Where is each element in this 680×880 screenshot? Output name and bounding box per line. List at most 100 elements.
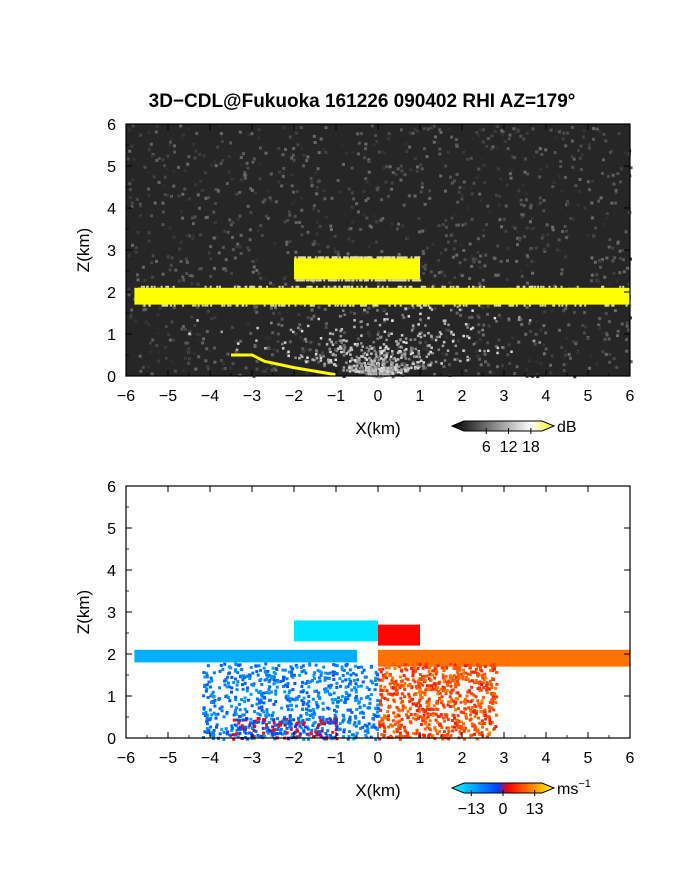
cloud-edge-pixel — [343, 304, 346, 307]
velocity-pixel — [237, 719, 241, 723]
cloud-edge-pixel — [404, 279, 407, 282]
velocity-pixel — [241, 678, 245, 682]
noise-pixel — [502, 217, 506, 221]
cloud-edge-pixel — [355, 256, 358, 259]
velocity-pixel — [376, 710, 380, 714]
velocity-pixel — [257, 699, 261, 703]
fan-pixel — [419, 318, 422, 321]
fan-pixel — [404, 348, 408, 351]
velocity-pixel — [346, 685, 350, 689]
noise-pixel — [621, 248, 625, 252]
noise-pixel — [293, 214, 297, 218]
velocity-pixel — [470, 692, 474, 696]
velocity-pixel — [441, 673, 445, 677]
cloud-edge-pixel — [355, 279, 358, 282]
x-tick-label: −2 — [285, 750, 303, 767]
velocity-pixel — [245, 674, 249, 678]
noise-pixel — [520, 370, 524, 374]
cloud-edge-pixel — [236, 304, 239, 307]
velocity-pixel — [484, 714, 488, 718]
velocity-pixel — [435, 701, 439, 705]
velocity-pixel — [297, 673, 301, 677]
noise-pixel — [234, 349, 238, 353]
velocity-pixel — [416, 679, 420, 683]
cloud-edge-pixel — [360, 304, 363, 307]
velocity-pixel — [267, 680, 271, 684]
noise-pixel — [618, 249, 622, 253]
noise-pixel — [318, 341, 322, 345]
noise-pixel — [397, 345, 401, 349]
fan-pixel — [440, 362, 443, 365]
velocity-pixel — [452, 666, 456, 670]
velocity-pixel — [457, 666, 461, 670]
velocity-pixel — [483, 672, 487, 676]
velocity-pixel — [292, 718, 296, 722]
velocity-pixel — [425, 674, 429, 678]
velocity-pixel — [262, 710, 266, 714]
noise-pixel — [414, 361, 418, 365]
cloud-edge-pixel — [404, 285, 407, 288]
fan-pixel — [383, 362, 386, 365]
cloud-edge-pixel — [310, 304, 313, 307]
velocity-pixel — [236, 671, 240, 675]
noise-pixel — [270, 199, 274, 203]
cloud-edge-pixel — [334, 279, 337, 282]
velocity-pixel — [250, 683, 254, 687]
cloud-edge-pixel — [337, 279, 340, 282]
velocity-pixel — [452, 704, 456, 708]
velocity-pixel — [346, 697, 350, 701]
velocity-pixel — [314, 663, 318, 667]
noise-pixel — [322, 189, 326, 193]
velocity-pixel — [436, 685, 440, 689]
noise-pixel — [574, 184, 578, 188]
noise-pixel — [157, 180, 161, 184]
velocity-pixel — [354, 724, 358, 728]
cloud-edge-pixel — [622, 285, 625, 288]
fan-pixel — [366, 323, 369, 326]
noise-pixel — [560, 189, 564, 193]
velocity-pixel — [252, 719, 256, 723]
noise-pixel — [510, 168, 514, 172]
noise-pixel — [591, 137, 595, 141]
cloud-edge-pixel — [150, 285, 153, 288]
velocity-pixel — [246, 686, 250, 690]
velocity-pixel — [319, 735, 323, 739]
fan-pixel — [348, 369, 352, 373]
fan-pixel — [496, 351, 499, 355]
velocity-pixel — [311, 707, 315, 711]
fan-pixel — [390, 332, 393, 335]
noise-pixel — [176, 165, 180, 169]
noise-pixel — [249, 187, 253, 191]
noise-pixel — [441, 352, 445, 356]
velocity-pixel — [271, 666, 275, 670]
noise-pixel — [224, 268, 228, 272]
cloud-edge-pixel — [338, 285, 341, 288]
cloud-edge-pixel — [381, 285, 384, 288]
noise-pixel — [625, 349, 629, 353]
noise-pixel — [302, 153, 306, 157]
noise-pixel — [278, 311, 282, 315]
noise-pixel — [183, 187, 187, 191]
fan-pixel — [401, 313, 404, 317]
noise-pixel — [481, 278, 485, 282]
velocity-colorbar-unit-exponent: −1 — [578, 778, 591, 790]
noise-pixel — [223, 366, 227, 370]
noise-pixel — [139, 133, 143, 137]
velocity-pixel — [472, 723, 476, 727]
noise-pixel — [239, 251, 243, 255]
velocity-pixel — [432, 669, 436, 673]
velocity-pixel — [311, 697, 315, 701]
noise-pixel — [433, 135, 437, 139]
noise-pixel — [482, 228, 486, 232]
fan-pixel — [388, 358, 392, 361]
velocity-pixel — [378, 737, 382, 741]
fan-pixel — [334, 358, 337, 362]
velocity-pixel — [398, 723, 402, 727]
velocity-pixel — [370, 725, 374, 729]
noise-pixel — [505, 183, 509, 187]
noise-pixel — [441, 273, 445, 277]
noise-pixel — [143, 279, 147, 283]
noise-pixel — [600, 171, 604, 175]
velocity-pixel — [419, 696, 423, 700]
fan-pixel — [306, 356, 309, 359]
